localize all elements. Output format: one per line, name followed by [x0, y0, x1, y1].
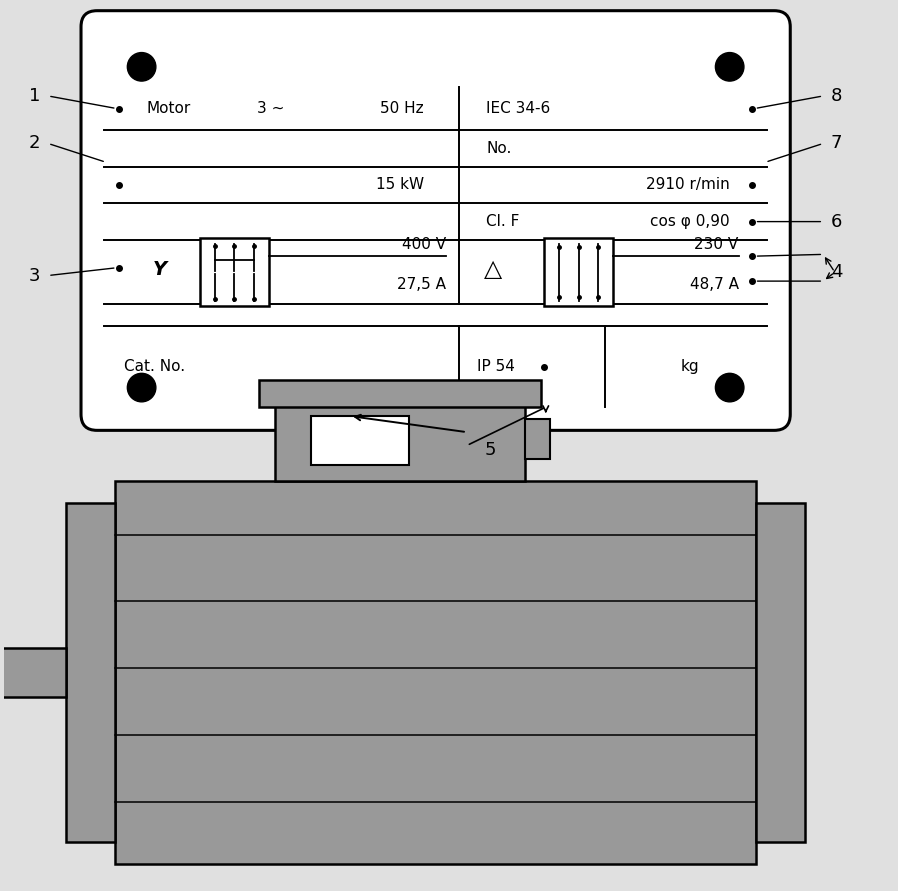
Bar: [756, 503, 806, 842]
Text: Y: Y: [153, 260, 166, 279]
Text: 7: 7: [831, 135, 842, 152]
Bar: [544, 239, 613, 307]
Text: △: △: [484, 257, 502, 281]
Circle shape: [716, 53, 744, 81]
Text: 5: 5: [485, 441, 496, 459]
Text: Cl. F: Cl. F: [486, 214, 519, 229]
Text: 6: 6: [831, 213, 842, 231]
Text: 8: 8: [831, 87, 842, 105]
Circle shape: [716, 373, 744, 402]
Bar: [260, 380, 541, 407]
Text: IEC 34-6: IEC 34-6: [486, 101, 550, 116]
Bar: [115, 481, 756, 864]
Text: cos φ 0,90: cos φ 0,90: [650, 214, 730, 229]
Bar: [276, 396, 524, 481]
Text: 1: 1: [29, 87, 40, 105]
Bar: [524, 419, 550, 459]
Text: 4: 4: [831, 263, 842, 282]
Text: Cat. No.: Cat. No.: [124, 359, 185, 374]
Text: 2910 r/min: 2910 r/min: [646, 177, 730, 192]
Circle shape: [128, 53, 156, 81]
Text: No.: No.: [486, 141, 512, 156]
Bar: [0, 649, 66, 697]
Circle shape: [128, 373, 156, 402]
Text: Motor: Motor: [146, 101, 190, 116]
Bar: [66, 503, 115, 842]
FancyBboxPatch shape: [81, 11, 790, 430]
Text: 3: 3: [29, 266, 40, 284]
Bar: [199, 239, 269, 307]
Text: IP 54: IP 54: [477, 359, 515, 374]
Text: kg: kg: [681, 359, 699, 374]
Text: 230 V: 230 V: [694, 237, 738, 252]
Text: 50 Hz: 50 Hz: [380, 101, 424, 116]
Text: 2: 2: [29, 135, 40, 152]
Text: 48,7 A: 48,7 A: [690, 277, 738, 291]
Text: 3 ~: 3 ~: [258, 101, 285, 116]
Bar: [311, 416, 409, 465]
Text: 27,5 A: 27,5 A: [397, 277, 446, 291]
Text: 400 V: 400 V: [401, 237, 446, 252]
Text: 15 kW: 15 kW: [375, 177, 424, 192]
